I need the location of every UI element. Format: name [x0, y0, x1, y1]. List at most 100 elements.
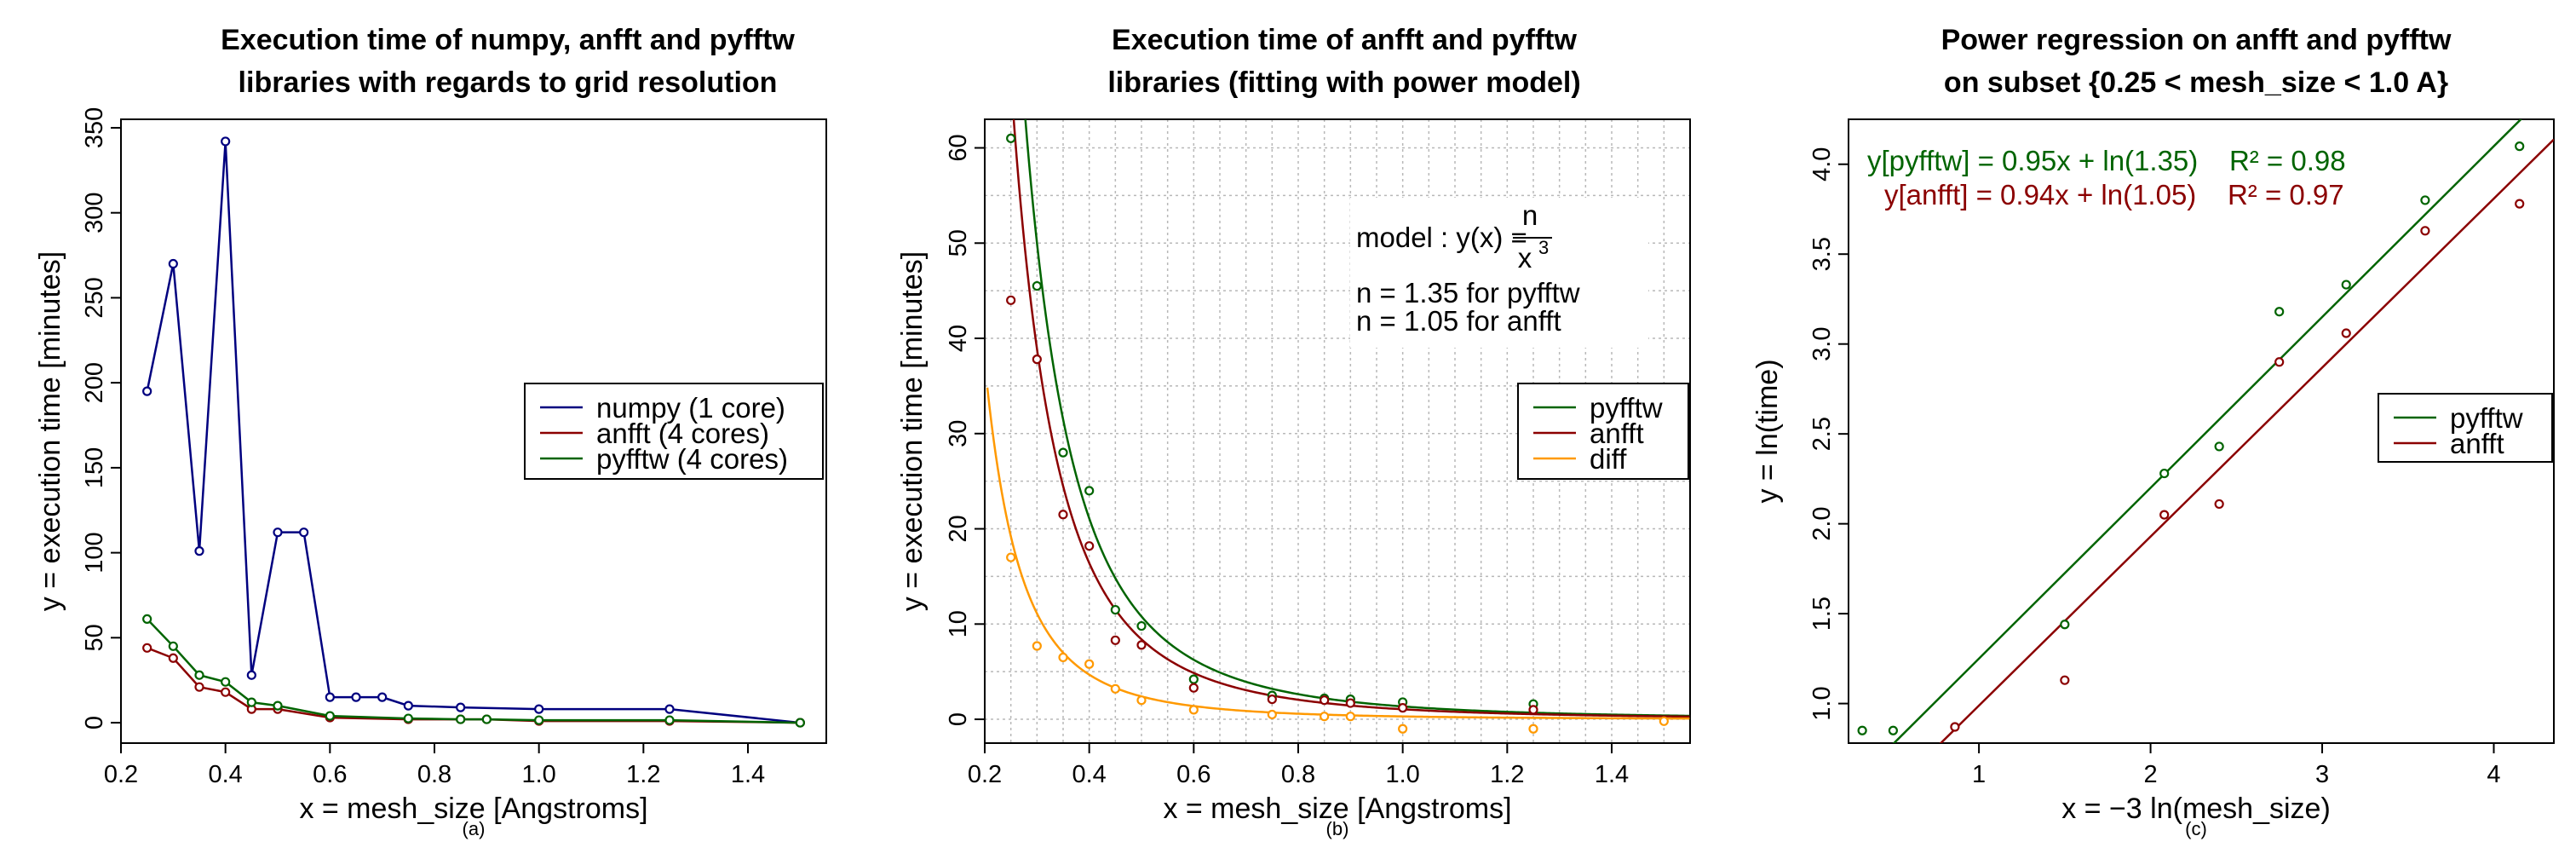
- chart-c-legend-label-anfft: anfft: [2450, 428, 2504, 459]
- chart-c-equation-pyfftw: y[pyfftw] = 0.95x + ln(1.35) R² = 0.98: [1867, 145, 2346, 176]
- chart-b-pyfftw-point: [1188, 674, 1199, 684]
- chart-a-pyfftw-point: [273, 700, 283, 711]
- chart-a-x-tick-label: 1.0: [522, 761, 556, 788]
- chart-c-y-tick-label: 3.5: [1808, 237, 1836, 271]
- chart-a-x-tick-label: 0.8: [417, 761, 451, 788]
- chart-b-model-exponent: 3: [1538, 237, 1549, 258]
- chart-b-x-tick-label: 0.4: [1072, 761, 1107, 788]
- chart-c-pyfftw-point: [1857, 725, 1867, 735]
- chart-c-regression-line-pyfftw: [1892, 119, 2523, 743]
- chart-b-x-tick-label: 1.4: [1595, 761, 1629, 788]
- chart-a-anfft-point: [142, 643, 152, 653]
- chart-a-numpy-point: [664, 704, 675, 714]
- chart-b-diff-point: [1188, 705, 1199, 715]
- chart-b-plot-frame: [984, 118, 1691, 744]
- chart-b-anfft-point: [1398, 703, 1408, 713]
- chart-b-model-annotation: model : y(x) = n x 3 n = 1.35 for pyfftw…: [1350, 198, 1648, 348]
- chart-c-anfft-point: [1950, 722, 1960, 732]
- chart-b-legend-box: [1517, 383, 1689, 480]
- chart-b-model-n-anfft: n = 1.05 for anfft: [1356, 305, 1561, 337]
- chart-b-diff-point: [1345, 712, 1355, 722]
- chart-a-y-tick-label: 200: [81, 362, 108, 403]
- chart-b-y-tick-label: 40: [945, 325, 972, 352]
- chart-a-x-tick-label: 0.2: [104, 761, 138, 788]
- chart-c-legend-label-pyfftw: pyfftw: [2450, 402, 2523, 434]
- chart-b-anfft-point: [1136, 640, 1147, 650]
- chart-a-numpy-point: [273, 528, 283, 538]
- chart-a-x-tick-label: 0.6: [313, 761, 347, 788]
- chart-c-x-tick-label: 1: [1972, 761, 1986, 788]
- chart-c-pyfftw-point: [2341, 280, 2351, 290]
- chart-a-numpy-point: [221, 136, 231, 147]
- chart-b-anfft-point: [1084, 541, 1095, 551]
- chart-b-diff-point: [1398, 724, 1408, 734]
- chart-a-numpy-point: [403, 700, 413, 711]
- chart-b-pyfftw-point: [1084, 486, 1095, 496]
- chart-a-numpy-point: [168, 258, 178, 269]
- chart-c-anfft-point: [2214, 499, 2224, 510]
- chart-b-legend-label-diff: diff: [1590, 443, 1627, 475]
- chart-b-fit-curve-pyfftw: [1024, 119, 1690, 718]
- chart-a-pyfftw-point: [168, 641, 178, 651]
- chart-a-pyfftw-point: [142, 614, 152, 624]
- chart-a-numpy-point: [534, 704, 544, 714]
- chart-a-plot-frame: [120, 118, 827, 744]
- chart-a-numpy-point: [246, 670, 256, 680]
- chart-b-fit-curve-diff: [986, 387, 1690, 720]
- chart-b-title-line-1: Execution time of anfft and pyfftw: [1112, 24, 1577, 56]
- chart-a-subfigure-label: (a): [463, 818, 486, 839]
- chart-c-anfft-point: [2420, 226, 2430, 236]
- chart-a-anfft-point: [194, 682, 204, 692]
- chart-b-x-tick-label: 1.2: [1490, 761, 1524, 788]
- chart-b-diff-point: [1136, 695, 1147, 706]
- chart-b-pyfftw-point: [1032, 280, 1042, 291]
- chart-b-model-numerator: n: [1522, 199, 1538, 231]
- chart-b-x-axis-label: x = mesh_size [Angstroms]: [1163, 793, 1511, 825]
- chart-b-legend: pyfftw anfft diff: [1517, 383, 1689, 480]
- chart-a-numpy-point: [377, 692, 388, 702]
- chart-a-numpy-point: [351, 692, 361, 702]
- chart-b-diff-point: [1528, 724, 1538, 734]
- chart-c-x-axis-label: x = −3 ln(mesh_size): [2061, 793, 2331, 825]
- chart-a-pyfftw-point: [664, 715, 675, 725]
- chart-b-annotation-backdrop: [1350, 198, 1648, 348]
- chart-a-pyfftw-point: [194, 670, 204, 680]
- chart-c-y-tick-label: 2.5: [1808, 417, 1836, 451]
- chart-a-legend-box: [524, 383, 824, 480]
- chart-a-pyfftw-point: [456, 714, 466, 724]
- chart-c-equation-anfft: y[anfft] = 0.94x + ln(1.05) R² = 0.97: [1884, 179, 2344, 210]
- chart-c-regression-lines: [1892, 119, 2554, 743]
- chart-b-y-axis-label: y = execution time [minutes]: [896, 251, 929, 611]
- chart-b-y-tick-label: 20: [945, 515, 972, 542]
- chart-a-numpy-point: [194, 546, 204, 556]
- chart-b-anfft-point: [1006, 295, 1016, 305]
- chart-b-model-n-pyfftw: n = 1.35 for pyfftw: [1356, 277, 1580, 308]
- chart-b-x-tick-label: 0.6: [1176, 761, 1210, 788]
- chart-b-fit-curves: [986, 119, 1690, 720]
- chart-a-y-tick-label: 350: [81, 107, 108, 148]
- chart-c-y-tick-label: 2.0: [1808, 506, 1836, 540]
- chart-b-anfft-point: [1345, 698, 1355, 708]
- chart-a-x-axis-label: x = mesh_size [Angstroms]: [299, 793, 647, 825]
- chart-b-y-tick-label: 0: [945, 712, 972, 726]
- chart-b-model-denominator: x: [1518, 242, 1532, 274]
- chart-c-pyfftw-point: [2060, 620, 2070, 630]
- chart-c-pyfftw-point: [2159, 468, 2170, 479]
- chart-c-title-line-2: on subset {0.25 < mesh_size < 1.0 A}: [1944, 66, 2448, 99]
- chart-b-diff-point: [1320, 712, 1330, 722]
- chart-b-anfft-point: [1320, 695, 1330, 706]
- chart-b-title-line-2: libraries (fitting with power model): [1107, 66, 1580, 99]
- chart-a-title-line-2: libraries with regards to grid resolutio…: [239, 66, 778, 99]
- chart-c-pyfftw-point: [2274, 307, 2285, 317]
- chart-b-anfft-point: [1058, 510, 1068, 520]
- chart-c-anfft-point: [2159, 510, 2170, 520]
- chart-b-anfft-point: [1032, 355, 1042, 365]
- chart-b-y-tick-label: 30: [945, 420, 972, 447]
- chart-c-y-tick-label: 3.0: [1808, 327, 1836, 361]
- chart-b-fit-curve-anfft: [1012, 119, 1690, 718]
- chart-a-pyfftw-point: [534, 715, 544, 725]
- chart-b-y-tick-label: 50: [945, 229, 972, 257]
- chart-c-regression-line-anfft: [1939, 138, 2554, 743]
- chart-b-y-tick-label: 10: [945, 610, 972, 637]
- chart-c-anfft-point: [2274, 357, 2285, 367]
